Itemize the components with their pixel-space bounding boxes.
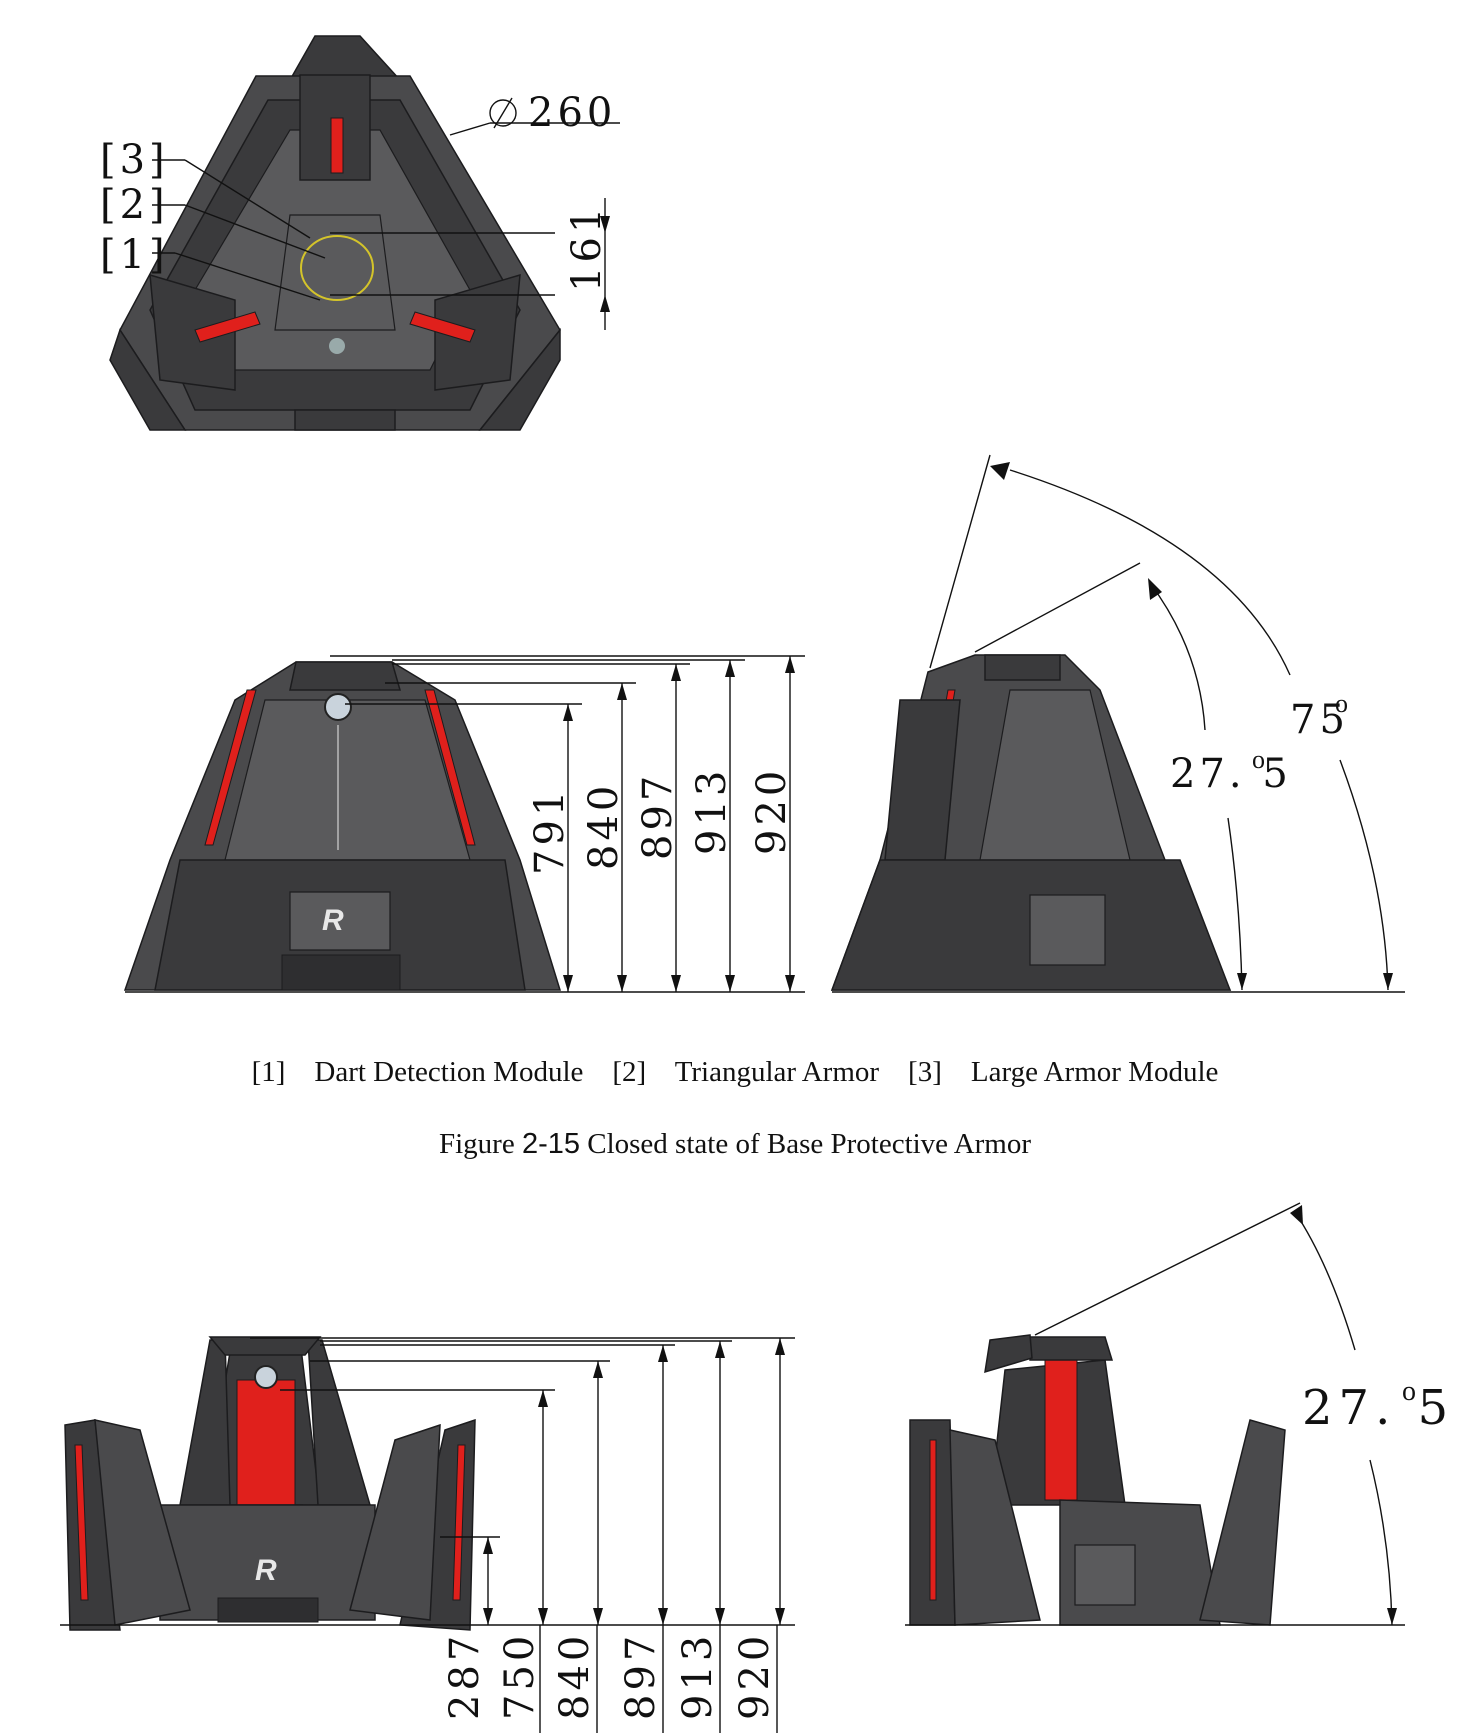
open-height-750: 750 xyxy=(497,1632,543,1720)
closed-side-drawing xyxy=(830,654,1232,991)
caption-number: 2-15 xyxy=(521,1128,580,1160)
legend-label-2: Triangular Armor xyxy=(674,1056,880,1088)
legend-id-2: [2] xyxy=(612,1056,647,1088)
closed-angle-27-5: 27. 5 xyxy=(1170,751,1292,797)
caption-text: Closed state of Base Protective Armor xyxy=(580,1128,1032,1160)
legend: [1] Dart Detection Module [2] Triangular… xyxy=(0,1056,1470,1089)
svg-text:o: o xyxy=(1335,689,1348,718)
open-front-dimensions: 287 750 840 897 913 920 xyxy=(60,1337,795,1733)
svg-text:R: R xyxy=(255,1554,277,1587)
legend-label-1: Dart Detection Module xyxy=(314,1056,584,1088)
legend-label-3: Large Armor Module xyxy=(970,1056,1219,1088)
open-height-897: 897 xyxy=(618,1632,664,1720)
callout-1: [1] xyxy=(100,232,169,278)
closed-side-dimensions: 27. 5 o 75 o xyxy=(832,454,1405,993)
closed-front-drawing: R xyxy=(123,661,562,991)
top-view-drawing xyxy=(109,35,561,431)
open-height-840: 840 xyxy=(552,1632,598,1720)
top-view-dimensions: 260 161 [3] [2] [1] xyxy=(100,90,620,330)
legend-id-3: [3] xyxy=(908,1056,942,1088)
closed-front-dimensions: 791 840 897 913 920 xyxy=(125,655,805,993)
distance-label: 161 xyxy=(564,204,610,292)
open-front-drawing: R xyxy=(64,1336,476,1631)
diameter-label: 260 xyxy=(528,90,616,136)
svg-text:o: o xyxy=(1402,1376,1416,1407)
closed-angle-75: 75 xyxy=(1290,697,1349,743)
legend-id-1: [1] xyxy=(251,1056,286,1088)
open-height-920: 920 xyxy=(732,1632,778,1720)
open-angle-27-5: 27. 5 xyxy=(1302,1380,1454,1436)
closed-height-897: 897 xyxy=(635,772,681,860)
caption-prefix: Figure xyxy=(438,1128,522,1160)
open-side-dimensions: 27. 5 o xyxy=(905,1202,1454,1626)
closed-height-791: 791 xyxy=(527,787,573,875)
figure-caption: Figure 2-15 Closed state of Base Protect… xyxy=(0,1128,1470,1161)
svg-text:R: R xyxy=(322,904,344,937)
closed-height-920: 920 xyxy=(749,767,795,855)
open-height-913: 913 xyxy=(675,1632,721,1720)
open-side-drawing xyxy=(909,1334,1286,1626)
closed-height-913: 913 xyxy=(689,767,735,855)
svg-text:o: o xyxy=(1252,745,1265,774)
open-height-287: 287 xyxy=(442,1632,488,1720)
closed-height-840: 840 xyxy=(581,782,627,870)
